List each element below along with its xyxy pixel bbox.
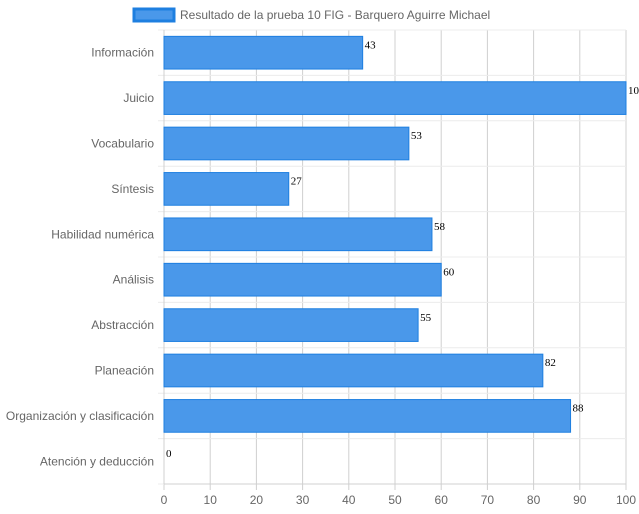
y-category-label: Habilidad numérica [51,227,154,241]
bar[interactable] [163,81,627,115]
legend[interactable]: Resultado de la prueba 10 FIG - Barquero… [132,7,490,23]
y-category-label: Planeación [95,364,154,378]
x-tick-label: 70 [481,493,495,507]
y-category-label: Análisis [113,273,154,287]
bar[interactable] [163,35,364,70]
data-label: 55 [420,312,432,324]
bar[interactable] [163,353,544,388]
x-tick-label: 100 [616,493,636,507]
bar[interactable] [163,217,433,252]
x-tick-label: 50 [388,493,402,507]
data-label: 0 [166,448,172,460]
bar[interactable] [163,308,419,342]
x-axis-labels: 0 10 20 30 40 50 60 70 80 90 100 [161,493,637,507]
bars [163,35,627,433]
data-label: 100 [628,85,639,97]
y-axis-labels: Información Juicio Vocabulario Síntesis Habi… [6,46,154,469]
y-category-label: Organización y clasificación [6,409,154,423]
data-label: 82 [545,357,556,369]
x-tick-label: 0 [161,493,168,507]
y-category-label: Atención y deducción [40,454,154,468]
legend-swatch [132,7,176,23]
x-tick-label: 10 [204,493,218,507]
bar[interactable] [163,172,290,206]
y-category-label: Vocabulario [91,137,154,151]
x-tick-label: 90 [573,493,587,507]
data-label: 27 [291,176,303,188]
x-tick-label: 40 [342,493,356,507]
data-label: 58 [434,221,446,233]
value-labels: 43 100 53 27 58 60 55 82 88 0 [166,39,639,460]
y-category-label: Información [91,46,154,60]
bar[interactable] [163,399,572,433]
data-label: 43 [365,39,377,51]
y-category-label: Abstracción [91,318,154,332]
bar[interactable] [163,126,410,161]
legend-label: Resultado de la prueba 10 FIG - Barquero… [180,8,490,22]
x-tick-label: 60 [435,493,449,507]
data-label: 53 [411,130,423,142]
data-label: 88 [573,403,585,415]
x-tick-label: 20 [250,493,264,507]
bar[interactable] [163,262,442,297]
x-tick-label: 80 [527,493,541,507]
y-category-label: Síntesis [111,182,154,196]
x-tick-label: 30 [296,493,310,507]
data-label: 60 [443,266,455,278]
y-category-label: Juicio [123,91,154,105]
